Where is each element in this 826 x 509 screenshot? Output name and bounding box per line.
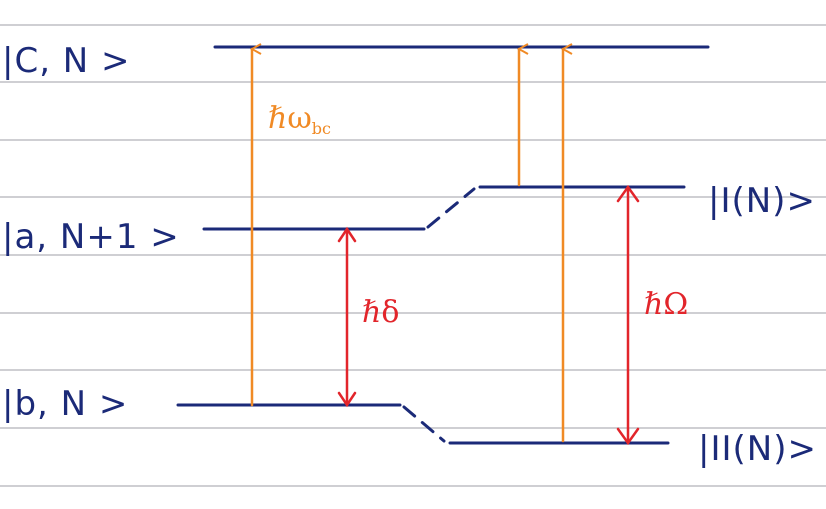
annotation-omega-bc-sub: bc (312, 119, 331, 138)
connector-a-to-I (426, 187, 476, 229)
label-state-II: |II(N)> (698, 429, 817, 469)
connector-b-to-II (402, 405, 446, 443)
annotation-Omega: ℏΩ (644, 287, 688, 322)
annotation-omega-bc: ℏωbc (268, 101, 331, 138)
label-b-state: |b, N > (2, 384, 128, 424)
arrow-delta-head-top (337, 226, 357, 243)
annotation-omega-bc-main: ℏω (268, 101, 312, 136)
arrow-delta-head-bottom (337, 391, 357, 408)
label-state-I: |I(N)> (708, 181, 816, 221)
arrow-Omega-head-top (616, 184, 640, 203)
label-a-state: |a, N+1 > (2, 217, 180, 257)
label-c-state: |C, N > (2, 41, 131, 81)
notebook-rulings (0, 24, 826, 487)
arrow-Omega-head-bottom (616, 427, 640, 446)
annotation-delta: ℏδ (362, 295, 399, 330)
